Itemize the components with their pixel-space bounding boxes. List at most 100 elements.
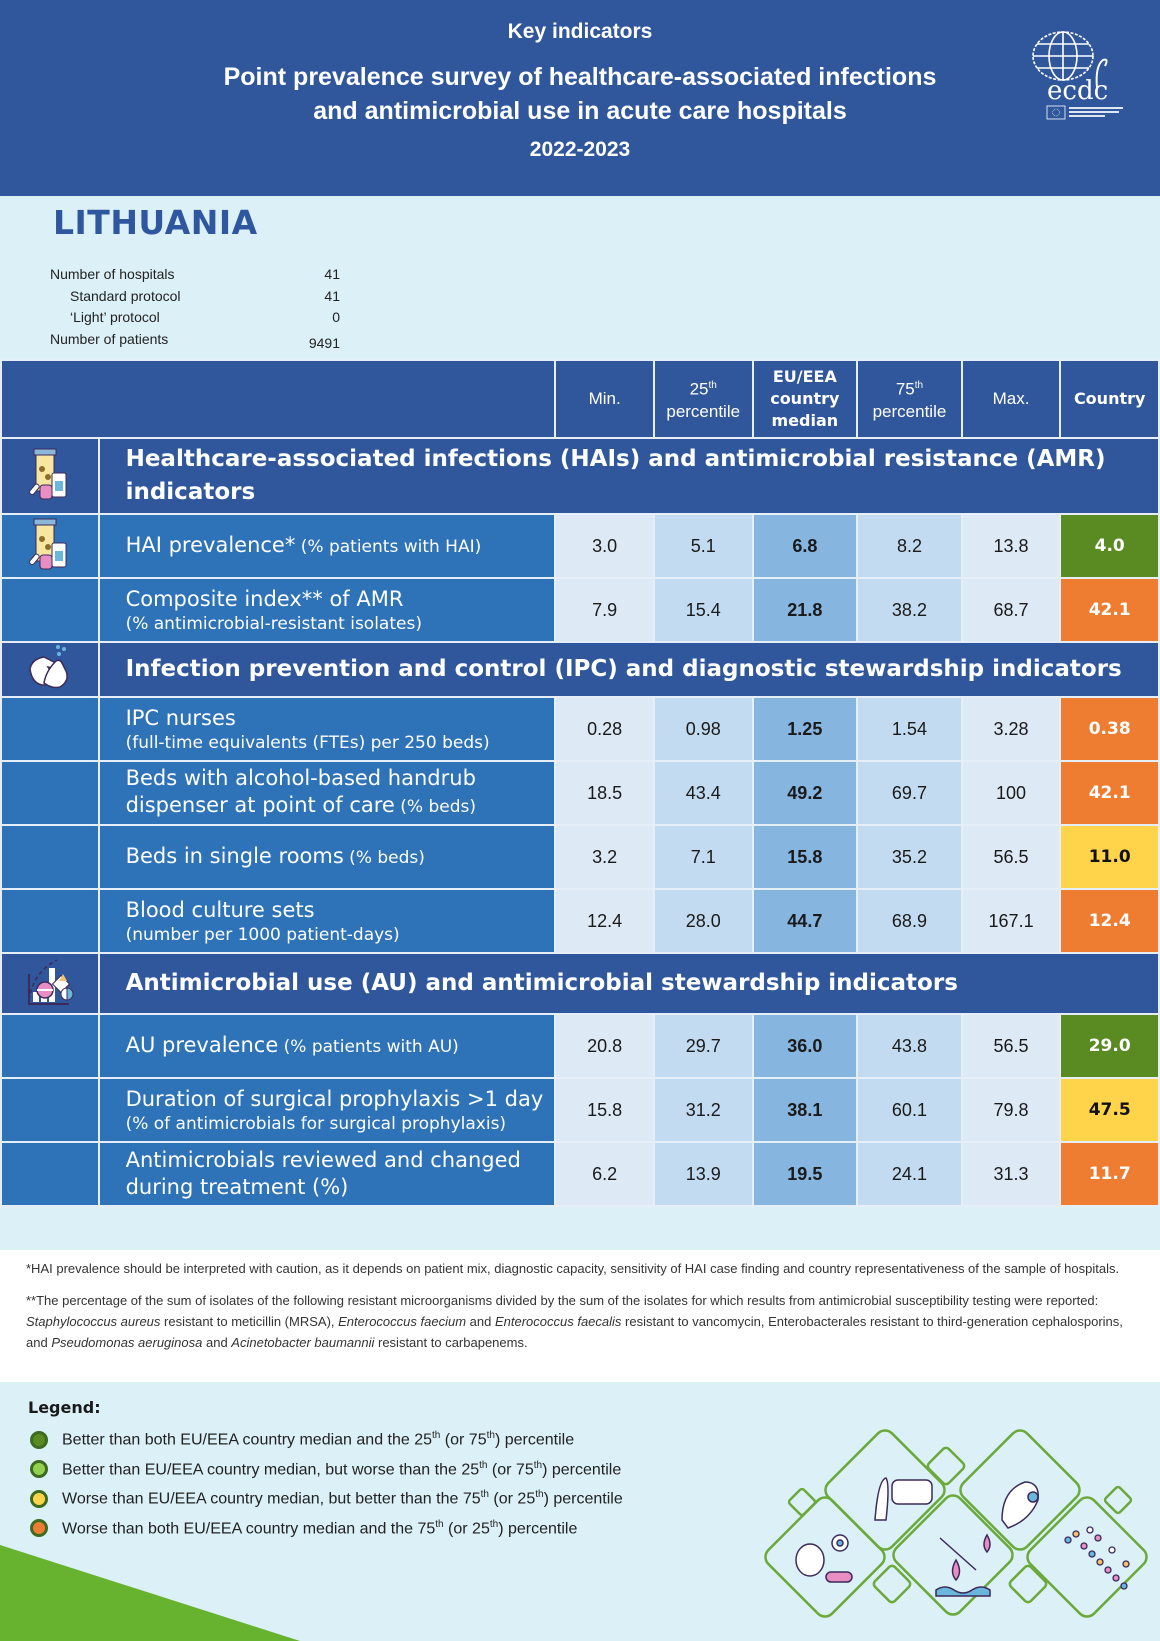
value-max: 13.8: [960, 513, 1062, 579]
antimicrobial-chart-icon: [23, 959, 77, 1012]
report-title-line2: and antimicrobial use in acute care hosp…: [313, 97, 847, 125]
indicator-row: IPC nurses (full-time equivalents (FTEs) …: [0, 696, 1160, 762]
value-eu-median: 38.1: [751, 1077, 859, 1143]
col-p25: 25th percentile: [652, 359, 754, 439]
value-min: 7.9: [554, 577, 655, 643]
indicator-unit: (% beds): [343, 847, 425, 868]
diamond-frame: [824, 1429, 946, 1551]
legend-item: Better than EU/EEA country median, but w…: [28, 1455, 623, 1485]
indicator-name: Blood culture sets: [125, 897, 315, 922]
legend-text: Better than EU/EEA country median, but w…: [62, 1459, 622, 1478]
indicator-label: Blood culture sets (number per 1000 patie…: [97, 888, 557, 954]
col-p75: 75th percentile: [856, 359, 963, 439]
value-p25: 7.1: [652, 824, 754, 890]
stat-label: Number of patients: [50, 330, 169, 347]
value-country: 11.0: [1059, 824, 1160, 890]
stat-label: Standard protocol: [70, 287, 181, 304]
value-eu-median: 6.8: [751, 513, 859, 579]
indicator-name: AU prevalence: [125, 1032, 279, 1057]
indicator-name: Antimicrobials reviewed and changed duri…: [125, 1148, 521, 1199]
indicator-unit: (% patients with HAI): [295, 536, 482, 557]
value-min: 12.4: [554, 888, 655, 954]
logo-wordmark: ecdc: [1047, 76, 1108, 106]
dna-icon: [1064, 1526, 1130, 1590]
eu-flag-icon: [1046, 105, 1066, 120]
legend-text: Better than both EU/EEA country median a…: [62, 1430, 575, 1449]
legend-text: Worse than both EU/EEA country median an…: [62, 1518, 578, 1537]
value-p25: 43.4: [652, 760, 754, 826]
indicator-label: IPC nurses (full-time equivalents (FTEs) …: [97, 696, 557, 762]
indicator-row: Blood culture sets (number per 1000 patie…: [0, 888, 1160, 954]
value-min: 15.8: [554, 1077, 655, 1143]
value-p75: 1.54: [856, 696, 963, 762]
section-title: Infection prevention and control (IPC) a…: [97, 641, 1160, 698]
stat-label: Number of hospitals: [50, 266, 175, 282]
organism-name: Staphylococcus aureus: [26, 1314, 161, 1329]
indicator-unit: (number per 1000 patient-days): [125, 924, 400, 945]
logo-swoosh: [1095, 58, 1108, 89]
indicator-label: Beds with alcohol-based handrub dispense…: [97, 760, 557, 826]
indicator-name: HAI prevalence*: [125, 532, 296, 557]
footnote-amr: **The percentage of the sum of isolates …: [26, 1290, 1136, 1353]
value-eu-median: 44.7: [751, 888, 859, 954]
value-max: 31.3: [960, 1141, 1062, 1207]
indicator-label: AU prevalence (% patients with AU): [97, 1013, 557, 1079]
indicator-row: Duration of surgical prophylaxis >1 day(…: [0, 1077, 1160, 1143]
value-p75: 69.7: [856, 760, 963, 826]
organism-name: Acinetobacter baumannii: [231, 1335, 375, 1350]
legend-color-dot-icon: [30, 1519, 48, 1538]
value-eu-median: 15.8: [751, 824, 859, 890]
value-p25: 0.98: [652, 696, 754, 762]
decorative-green-wedge: [0, 1545, 300, 1641]
legend: Legend: Better than both EU/EEA country …: [28, 1398, 623, 1543]
indicator-unit: (full-time equivalents (FTEs) per 250 be…: [125, 732, 490, 753]
value-eu-median: 1.25: [751, 696, 859, 762]
pipette-drop-icon: [935, 1533, 991, 1597]
legend-color-dot-icon: [30, 1430, 48, 1449]
value-min: 20.8: [554, 1013, 655, 1079]
value-min: 6.2: [554, 1141, 655, 1207]
survey-stats: Number of hospitals 41 Standard protocol 41…: [50, 266, 340, 352]
indicator-label: Antimicrobials reviewed and changed duri…: [97, 1141, 557, 1207]
col-min: Min.: [554, 359, 655, 439]
footnote-text: resistant to vancomycin, Enterobacterale…: [26, 1314, 1123, 1350]
col-country: Country: [1059, 359, 1160, 439]
indicator-label: Duration of surgical prophylaxis >1 day(…: [97, 1077, 557, 1143]
value-country: 42.1: [1059, 577, 1160, 643]
value-max: 56.5: [960, 1013, 1062, 1079]
section-icon-cell: [0, 437, 100, 515]
diamond-frame: [892, 1494, 1014, 1616]
value-p25: 28.0: [652, 888, 754, 954]
decorative-one-health-illustration: [764, 1429, 1148, 1618]
footnote-text: and: [202, 1335, 232, 1350]
value-country: 12.4: [1059, 888, 1160, 954]
legend-color-dot-icon: [30, 1489, 48, 1508]
hand-pill-icon: [1001, 1481, 1039, 1529]
country-name: LITHUANIA: [53, 203, 258, 242]
value-max: 68.7: [960, 577, 1062, 643]
organism-name: Enterococcus faecalis: [494, 1314, 622, 1329]
indicator-icon-cell: [0, 824, 100, 890]
value-country: 29.0: [1059, 1013, 1160, 1079]
value-p75: 8.2: [856, 513, 963, 579]
stat-value: 0: [332, 309, 340, 325]
indicator-name: Duration of surgical prophylaxis >1 day: [125, 1086, 544, 1111]
cow-bacteria-icon: [795, 1534, 853, 1583]
indicator-unit: (% antimicrobial-resistant isolates): [125, 613, 422, 634]
value-country: 42.1: [1059, 760, 1160, 826]
indicator-row: Composite index** of AMR (% antimicrobial…: [0, 577, 1160, 643]
section-title: Healthcare-associated infections (HAIs) …: [97, 437, 1160, 515]
stop-hand-icon: [874, 1477, 933, 1521]
indicator-icon-cell: [0, 696, 100, 762]
value-country: 47.5: [1059, 1077, 1160, 1143]
indicator-name: Beds in single rooms: [125, 843, 344, 868]
diamond-frame: [764, 1496, 886, 1618]
header-kicker: Key indicators: [507, 20, 653, 43]
table-header-row: Min. 25th percentile EU/EEA country median …: [0, 359, 1160, 439]
stat-label: ‘Light’ protocol: [70, 309, 160, 325]
value-eu-median: 36.0: [751, 1013, 859, 1079]
medicine-bottles-icon: [26, 448, 74, 505]
stat-row: Number of hospitals 41: [50, 266, 340, 288]
report-title: Point prevalence survey of healthcare-as…: [120, 60, 1040, 128]
header-blank: [0, 359, 557, 439]
